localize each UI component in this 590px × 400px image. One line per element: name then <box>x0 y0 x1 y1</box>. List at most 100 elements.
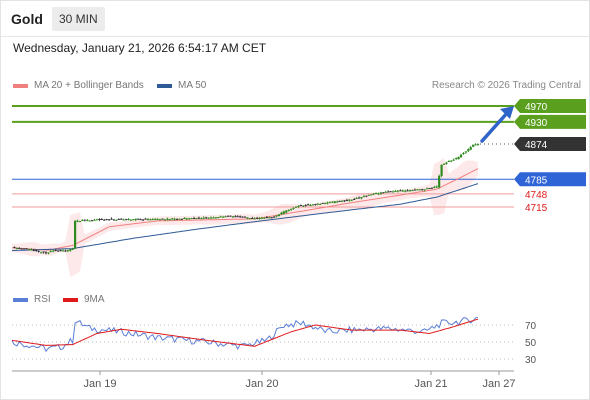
rsi-ma9-line <box>11 318 479 347</box>
legend-rsi: RSI <box>13 294 51 305</box>
legend-label-9ma: 9MA <box>84 294 105 305</box>
timeframe-button[interactable]: 30 MIN <box>52 7 105 31</box>
candle-body <box>226 215 230 217</box>
candle-body <box>234 216 237 218</box>
candle-body <box>321 202 324 204</box>
candle-body <box>52 250 55 252</box>
candle-body <box>379 192 383 194</box>
candle-body <box>137 218 140 220</box>
candle-body <box>86 219 89 221</box>
candle-body <box>423 189 426 191</box>
candle-body <box>455 157 458 159</box>
candle-body <box>42 251 45 253</box>
candle-body <box>163 219 167 221</box>
rsi-level-label: 70 <box>525 321 537 332</box>
candle-body <box>459 154 463 158</box>
legend-label-ma50: MA 50 <box>178 80 207 91</box>
candle-body <box>30 249 33 251</box>
candle-body <box>345 199 349 201</box>
timestamp: Wednesday, January 21, 2026 6:54:17 AM C… <box>13 41 267 55</box>
candle-body <box>452 159 455 161</box>
legend-swatch-rsi <box>13 297 28 302</box>
candle-body <box>277 214 281 217</box>
candle-body <box>124 219 128 221</box>
candle-body <box>54 249 57 251</box>
price-tag-4874: 4874 <box>525 140 548 151</box>
candle-body <box>406 190 409 192</box>
candle-body <box>83 219 86 221</box>
candle-body <box>445 162 448 164</box>
candle-body <box>355 197 358 199</box>
legend-swatch-ma20 <box>13 83 28 88</box>
candle-body <box>61 250 65 252</box>
candle-body <box>59 250 62 252</box>
candle-body <box>311 204 315 206</box>
candle-body <box>253 218 256 220</box>
candle-body <box>239 216 242 218</box>
candle-body <box>382 192 385 194</box>
candle-body <box>275 215 278 217</box>
candle-body <box>425 188 429 190</box>
candle-body <box>209 217 213 219</box>
legend-swatch-ma50 <box>157 83 172 88</box>
candle-body <box>100 219 103 221</box>
candle-body <box>129 219 133 221</box>
candle-body <box>435 186 438 188</box>
candle-body <box>263 217 266 219</box>
candle-body <box>81 220 84 222</box>
candle-body <box>207 217 210 219</box>
candle-body <box>302 205 305 207</box>
candle-body <box>350 199 353 201</box>
candle-body <box>107 219 111 221</box>
candle-body <box>144 218 147 220</box>
candle-body <box>151 219 154 221</box>
candle-body <box>127 218 130 220</box>
price-tag-bg-4874 <box>514 137 586 152</box>
candle-body <box>404 190 407 192</box>
candle-body <box>348 199 351 201</box>
instrument-title: Gold <box>11 11 43 27</box>
candle-body <box>44 252 48 254</box>
candle-body <box>258 218 261 220</box>
candle-body <box>396 190 400 192</box>
candle-body <box>192 218 196 220</box>
candle-body <box>360 197 363 199</box>
candle-body <box>268 217 271 219</box>
legend-label-ma20: MA 20 + Bollinger Bands <box>34 80 144 91</box>
candle-body <box>132 219 135 221</box>
candle-body <box>467 149 470 152</box>
candle-body <box>115 219 118 221</box>
candle-body <box>146 219 150 221</box>
candle-body <box>248 218 251 220</box>
candle-body <box>316 203 319 205</box>
candle-body <box>229 215 232 217</box>
candle-body <box>367 194 370 196</box>
price-tags-group: 4970 4930 4874 4785 4748 4715 <box>514 99 586 214</box>
candle-body <box>399 190 402 192</box>
price-tag-4715: 4715 <box>525 203 548 214</box>
candle-body <box>418 189 421 191</box>
candle-body <box>457 156 460 160</box>
legend-swatch-9ma <box>63 297 78 302</box>
candle-body <box>474 144 477 146</box>
candle-body <box>401 190 404 192</box>
candle-body <box>387 191 390 193</box>
candle-body <box>294 206 298 208</box>
candle-body <box>241 216 244 218</box>
candle-body <box>110 218 113 220</box>
price-tag-bg-4970 <box>514 99 586 113</box>
candle-body <box>236 216 239 218</box>
candle-body <box>18 247 21 249</box>
candle-body <box>168 219 171 221</box>
candle-body <box>384 191 387 193</box>
candle-body <box>66 250 69 252</box>
candle-body <box>314 203 317 205</box>
candle-body <box>438 175 441 188</box>
price-tag-bg-4930 <box>514 114 586 129</box>
candle-body <box>299 204 302 207</box>
candle-body <box>195 218 198 220</box>
candle-body <box>391 191 395 193</box>
candle-body <box>23 248 26 250</box>
candle-body <box>246 217 249 219</box>
